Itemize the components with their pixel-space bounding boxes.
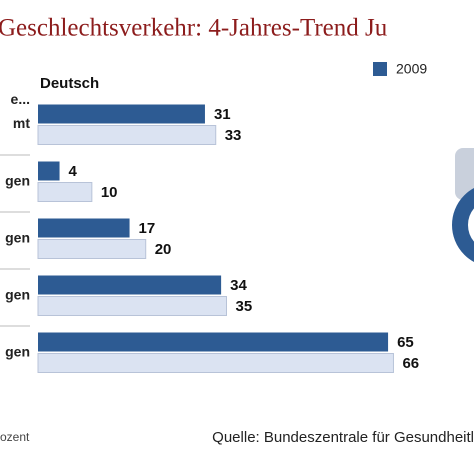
value-label: 31 bbox=[214, 106, 231, 123]
category-label: gen bbox=[5, 287, 30, 303]
category-label: gen bbox=[5, 173, 30, 189]
bar bbox=[38, 275, 222, 295]
value-label: 17 bbox=[139, 220, 156, 237]
chart-title: Geschlechtsverkehr: 4-Jahres-Trend Ju bbox=[0, 15, 388, 42]
footnote: ozent bbox=[0, 430, 30, 444]
value-label: 10 bbox=[101, 184, 118, 201]
bar bbox=[37, 296, 227, 316]
value-label: 35 bbox=[236, 298, 253, 315]
value-label: 20 bbox=[155, 241, 172, 258]
category-label: gen bbox=[5, 344, 30, 360]
legend-swatch bbox=[373, 62, 387, 76]
decoration bbox=[452, 148, 474, 262]
decor-ring bbox=[452, 188, 474, 262]
category-label: e... mt bbox=[11, 91, 31, 131]
value-label: 33 bbox=[225, 127, 242, 144]
decor-shape bbox=[455, 148, 474, 200]
bar bbox=[38, 218, 130, 238]
bar bbox=[38, 332, 389, 352]
subtitle: Deutsch bbox=[40, 75, 99, 92]
value-label: 66 bbox=[402, 355, 419, 372]
bar bbox=[38, 161, 60, 181]
bar bbox=[37, 353, 394, 373]
bar bbox=[37, 125, 217, 145]
bar bbox=[37, 182, 93, 202]
legend-label: 2009 bbox=[396, 61, 427, 77]
value-label: 4 bbox=[69, 163, 78, 180]
value-label: 34 bbox=[230, 277, 247, 294]
category-label: gen bbox=[5, 230, 30, 246]
bar bbox=[38, 104, 205, 124]
source: Quelle: Bundeszentrale für Gesundheitl bbox=[212, 429, 474, 446]
bar bbox=[37, 239, 147, 259]
value-label: 65 bbox=[397, 334, 414, 351]
